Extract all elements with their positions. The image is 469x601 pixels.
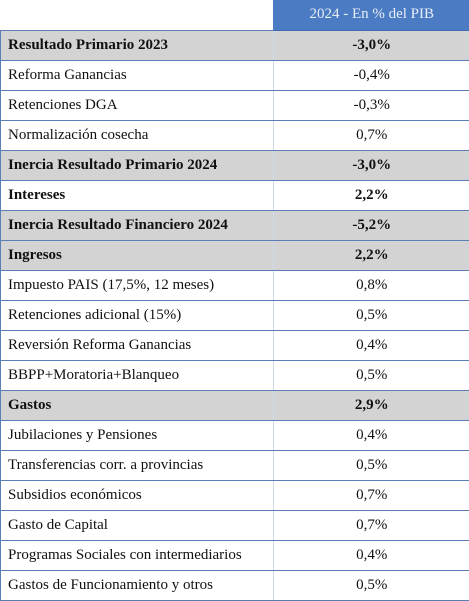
- row-label: Jubilaciones y Pensiones: [1, 420, 274, 450]
- row-value: -3,0%: [274, 30, 469, 60]
- row-value: 0,4%: [274, 420, 469, 450]
- row-value: -3,0%: [274, 150, 469, 180]
- row-label: Retenciones adicional (15%): [1, 300, 274, 330]
- row-label: Normalización cosecha: [1, 120, 274, 150]
- row-label: Gastos de Funcionamiento y otros: [1, 570, 274, 600]
- row-value: 0,5%: [274, 570, 469, 600]
- row-label: Retenciones DGA: [1, 90, 274, 120]
- row-label: Resultado Primario 2023: [1, 30, 274, 60]
- table-row: Resultado Primario 2023-3,0%: [1, 30, 469, 60]
- header-value-cell: 2024 - En % del PIB: [274, 0, 469, 30]
- table-row: Retenciones DGA-0,3%: [1, 90, 469, 120]
- table-row: Impuesto PAIS (17,5%, 12 meses)0,8%: [1, 270, 469, 300]
- row-value: -0,3%: [274, 90, 469, 120]
- row-value: 2,9%: [274, 390, 469, 420]
- table-body: Resultado Primario 2023-3,0%Reforma Gana…: [1, 30, 469, 600]
- row-value: 0,7%: [274, 480, 469, 510]
- row-label: BBPP+Moratoria+Blanqueo: [1, 360, 274, 390]
- row-value: 2,2%: [274, 240, 469, 270]
- row-label: Inercia Resultado Primario 2024: [1, 150, 274, 180]
- row-value: 0,5%: [274, 450, 469, 480]
- table-row: Inercia Resultado Primario 2024-3,0%: [1, 150, 469, 180]
- row-value: -5,2%: [274, 210, 469, 240]
- row-label: Transferencias corr. a provincias: [1, 450, 274, 480]
- table-row: Reforma Ganancias-0,4%: [1, 60, 469, 90]
- row-label: Reforma Ganancias: [1, 60, 274, 90]
- row-label: Programas Sociales con intermediarios: [1, 540, 274, 570]
- row-value: 0,4%: [274, 540, 469, 570]
- header-label-cell: [1, 0, 274, 30]
- row-label: Intereses: [1, 180, 274, 210]
- row-value: 0,7%: [274, 120, 469, 150]
- row-value: -0,4%: [274, 60, 469, 90]
- row-value: 0,7%: [274, 510, 469, 540]
- table-row: Retenciones adicional (15%)0,5%: [1, 300, 469, 330]
- row-label: Inercia Resultado Financiero 2024: [1, 210, 274, 240]
- row-value: 0,5%: [274, 300, 469, 330]
- row-label: Gastos: [1, 390, 274, 420]
- row-value: 0,5%: [274, 360, 469, 390]
- row-value: 0,8%: [274, 270, 469, 300]
- row-value: 0,4%: [274, 330, 469, 360]
- row-value: 2,2%: [274, 180, 469, 210]
- row-label: Subsidios económicos: [1, 480, 274, 510]
- row-label: Ingresos: [1, 240, 274, 270]
- table-header-row: 2024 - En % del PIB: [1, 0, 469, 30]
- row-label: Gasto de Capital: [1, 510, 274, 540]
- table-row: Inercia Resultado Financiero 2024-5,2%: [1, 210, 469, 240]
- row-label: Impuesto PAIS (17,5%, 12 meses): [1, 270, 274, 300]
- row-label: Reversión Reforma Ganancias: [1, 330, 274, 360]
